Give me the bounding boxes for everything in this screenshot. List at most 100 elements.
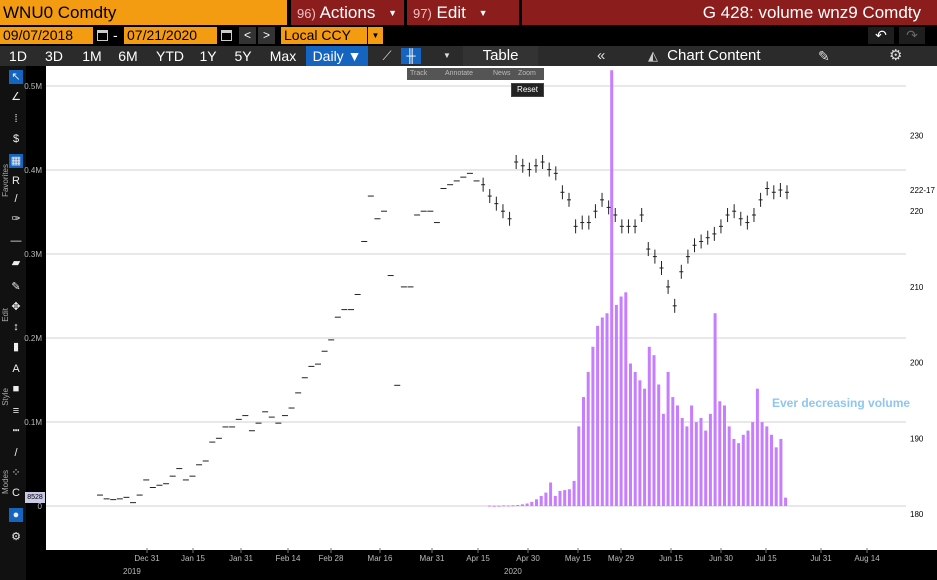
range-1y-button[interactable]: 1Y bbox=[199, 48, 217, 64]
ruler-icon[interactable]: ▰ bbox=[11, 257, 21, 269]
actions-shortcut: 96) bbox=[297, 6, 316, 21]
frequency-dropdown[interactable]: Daily ▼ bbox=[306, 46, 368, 66]
chart-float-toolbar: Track Annotate News Zoom bbox=[407, 68, 544, 80]
calendar-icon[interactable] bbox=[221, 30, 232, 41]
brush-mode-icon[interactable]: / bbox=[14, 447, 18, 459]
volume-bar bbox=[779, 438, 783, 506]
volume-bar bbox=[685, 426, 689, 506]
price-axis-tick: 230 bbox=[910, 132, 924, 141]
volume-bar bbox=[497, 505, 501, 507]
color-swatch-icon[interactable]: ■ bbox=[12, 383, 20, 395]
dots-icon[interactable]: ⁘ bbox=[11, 467, 21, 479]
volume-bar bbox=[643, 388, 647, 506]
float-annotate-button[interactable]: Annotate bbox=[445, 70, 474, 77]
volume-bar bbox=[723, 405, 726, 506]
line-weight-icon[interactable]: ≡ bbox=[12, 405, 20, 417]
volume-bar bbox=[530, 501, 534, 506]
currency-select[interactable]: Local CCY bbox=[281, 27, 367, 44]
fibonacci-icon[interactable]: ⁞ bbox=[14, 113, 18, 125]
r-tool-icon[interactable]: R bbox=[12, 175, 20, 187]
float-news-button[interactable]: News bbox=[493, 70, 511, 77]
volume-bar bbox=[511, 505, 515, 507]
volume-bar bbox=[558, 490, 562, 506]
chevron-down-icon[interactable]: ▼ bbox=[368, 27, 383, 44]
draw-pencil-icon[interactable]: ✎ bbox=[11, 281, 21, 293]
table-icon[interactable]: ▦ bbox=[9, 154, 23, 168]
actions-menu-button[interactable]: 96) Actions ▼ bbox=[291, 0, 404, 25]
pencil-icon[interactable]: ✎ bbox=[818, 48, 830, 64]
volume-bar bbox=[591, 346, 595, 506]
volume-bar bbox=[506, 505, 510, 507]
chart-content-button[interactable]: ◭ Chart Content bbox=[648, 46, 818, 66]
volume-bar bbox=[718, 401, 722, 506]
range-max-button[interactable]: Max bbox=[269, 48, 297, 64]
start-date-input[interactable]: 09/07/2018 bbox=[0, 27, 93, 44]
volume-bar bbox=[629, 363, 632, 506]
volume-bar bbox=[741, 434, 745, 506]
volume-bar bbox=[605, 313, 609, 506]
last-volume-tag: 8528 bbox=[25, 492, 45, 503]
volume-bar bbox=[549, 482, 553, 506]
x-axis-label: Aug 14 bbox=[854, 554, 880, 563]
volume-bar bbox=[708, 413, 712, 506]
volume-bar bbox=[765, 426, 769, 506]
price-axis-tick: 190 bbox=[910, 434, 924, 443]
volume-bar bbox=[535, 499, 538, 506]
text-icon[interactable]: A bbox=[12, 363, 20, 375]
line-chart-icon[interactable]: ⟋ bbox=[382, 48, 392, 63]
float-zoom-button[interactable]: Zoom bbox=[518, 70, 536, 77]
chevron-right-icon[interactable]: > bbox=[258, 27, 275, 44]
ohlc-bar-icon[interactable]: ╫ bbox=[401, 48, 421, 64]
range-6m-button[interactable]: 6M bbox=[118, 48, 138, 64]
edit-menu-button[interactable]: 97) Edit ▼ bbox=[407, 0, 519, 25]
pen-icon[interactable]: ✑ bbox=[11, 213, 21, 225]
redo-icon[interactable]: ↷ bbox=[899, 27, 925, 44]
x-axis-label: Apr 30 bbox=[516, 554, 540, 563]
x-axis-label: Apr 15 bbox=[466, 554, 490, 563]
draw-line-icon[interactable]: ∠ bbox=[11, 91, 21, 103]
gear-icon[interactable]: ⚙ bbox=[889, 47, 903, 64]
volume-bar bbox=[751, 422, 755, 506]
volume-bar bbox=[647, 346, 651, 506]
range-3d-button[interactable]: 3D bbox=[45, 48, 63, 64]
dollar-icon[interactable]: $ bbox=[12, 133, 20, 145]
end-date-input[interactable]: 07/21/2020 bbox=[124, 27, 217, 44]
magnet-icon[interactable]: C bbox=[12, 487, 20, 499]
range-ytd-button[interactable]: YTD bbox=[156, 48, 184, 64]
price-axis-tick: 210 bbox=[910, 283, 924, 292]
range-5y-button[interactable]: 5Y bbox=[234, 48, 252, 64]
pointer-icon[interactable]: ↖ bbox=[9, 70, 23, 84]
chevron-down-icon[interactable]: ▼ bbox=[443, 51, 451, 60]
caret-down-icon: ▼ bbox=[388, 8, 397, 19]
x-axis-label: Jan 31 bbox=[229, 554, 254, 563]
range-1m-button[interactable]: 1M bbox=[82, 48, 102, 64]
move-icon[interactable]: ✥ bbox=[11, 301, 21, 313]
float-track-button[interactable]: Track bbox=[410, 70, 428, 77]
volume-bar bbox=[657, 384, 661, 506]
chevron-left-icon[interactable]: < bbox=[239, 27, 256, 44]
resize-icon[interactable]: ↕ bbox=[13, 321, 19, 333]
settings-small-icon[interactable]: ⚙ bbox=[11, 531, 21, 543]
edit-shortcut: 97) bbox=[413, 6, 432, 21]
volume-bar bbox=[727, 426, 731, 506]
table-tab[interactable]: Table bbox=[463, 46, 538, 66]
calendar-icon[interactable] bbox=[97, 30, 108, 41]
trash-icon[interactable]: ▮ bbox=[12, 341, 20, 353]
volume-bar bbox=[619, 296, 623, 506]
brush-icon[interactable]: / bbox=[14, 193, 18, 205]
ticker-field[interactable]: WNU0 Comdty bbox=[0, 0, 287, 25]
mode-active-icon[interactable]: ● bbox=[9, 508, 23, 522]
horizontal-line-icon[interactable]: — bbox=[10, 235, 22, 247]
x-axis-year-label: 2020 bbox=[504, 567, 522, 576]
volume-bar bbox=[610, 70, 614, 507]
x-axis-label: May 15 bbox=[565, 554, 592, 563]
reset-zoom-button[interactable]: Reset bbox=[511, 83, 544, 97]
double-chevron-left-icon[interactable]: « bbox=[597, 47, 606, 64]
volume-bar bbox=[676, 405, 679, 506]
volume-bar bbox=[633, 371, 637, 506]
line-style-icon[interactable]: ┅ bbox=[12, 425, 20, 437]
price-axis-tick: 200 bbox=[910, 359, 924, 368]
volume-bar bbox=[770, 434, 773, 506]
undo-icon[interactable]: ↶ bbox=[868, 27, 894, 44]
range-1d-button[interactable]: 1D bbox=[9, 48, 27, 64]
